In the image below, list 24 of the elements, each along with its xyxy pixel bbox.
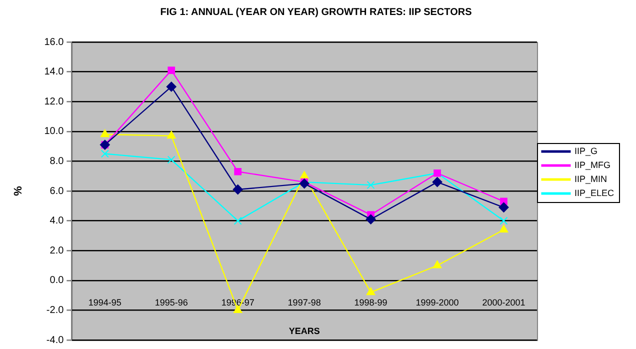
x-axis-title: YEARS xyxy=(288,326,320,336)
y-tick-label: 14.0 xyxy=(44,66,64,78)
y-tick-label: 8.0 xyxy=(50,156,64,167)
x-tick-label: 1994-95 xyxy=(88,297,122,308)
y-axis-title: % xyxy=(12,186,25,196)
legend-label: IIP_ELEC xyxy=(574,188,614,198)
chart-title: FIG 1: ANNUAL (YEAR ON YEAR) GROWTH RATES: IIP SECTORS xyxy=(160,6,472,18)
legend-label: IIP_MIN xyxy=(574,174,607,184)
y-tick-label: 10.0 xyxy=(44,126,64,138)
y-tick-label: 12.0 xyxy=(44,96,64,108)
x-tick-label: 1998-99 xyxy=(354,297,388,308)
legend-label: IIP_MFG xyxy=(574,160,610,170)
x-tick-label: 1999-2000 xyxy=(416,297,459,308)
y-tick-label: 2.0 xyxy=(50,245,64,256)
y-tick-label: -2.0 xyxy=(46,304,64,316)
y-tick-label: -4.0 xyxy=(46,334,64,346)
y-tick-label: 4.0 xyxy=(50,216,64,227)
y-tick-label: 6.0 xyxy=(50,186,64,197)
y-tick-label: 16.0 xyxy=(44,36,64,48)
legend-label: IIP_G xyxy=(574,146,598,156)
x-tick-label: 2000-2001 xyxy=(482,297,526,308)
x-tick-label: 1997-98 xyxy=(288,297,321,308)
y-tick-label: 0.0 xyxy=(50,275,64,286)
x-tick-label: 1995-96 xyxy=(154,297,188,308)
